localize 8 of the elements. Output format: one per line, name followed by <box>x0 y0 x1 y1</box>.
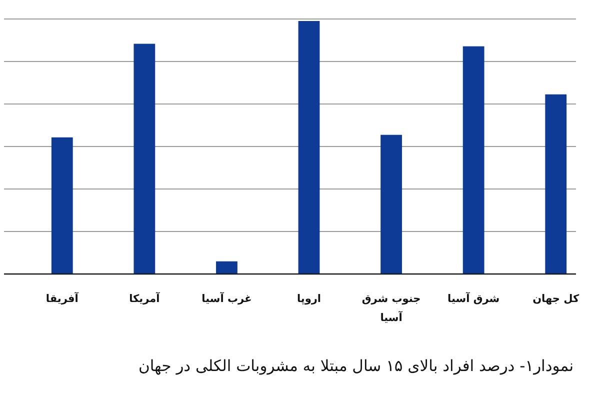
x-tick-label: کل جهان <box>532 293 580 305</box>
x-tick-label: غرب آسیا <box>202 293 252 305</box>
title: نمودار۱- درصد افراد بالای ۱۵ سال مبتلا به مشروبات الکلی در جهان <box>138 357 574 375</box>
x-tick-label: شرق آسیا <box>448 293 500 305</box>
x-tick-label: اروپا <box>296 293 322 305</box>
x-tick-label: آفریقا <box>46 293 78 305</box>
x-tick-label: آمریکا <box>129 293 160 305</box>
x-tick-label: جنوب شرق آسیا <box>362 293 421 324</box>
